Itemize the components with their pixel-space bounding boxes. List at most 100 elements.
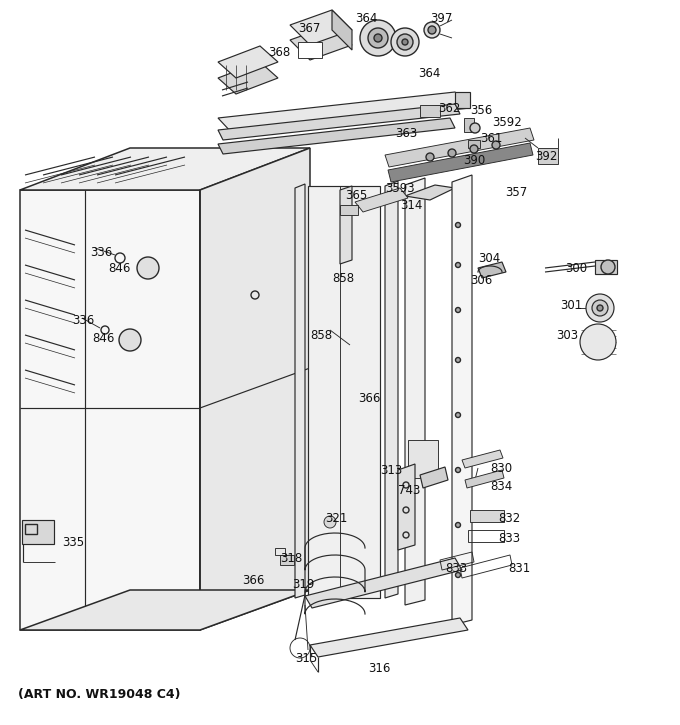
Circle shape (424, 22, 440, 38)
Text: 3592: 3592 (492, 115, 522, 128)
Circle shape (601, 260, 615, 274)
Polygon shape (200, 148, 310, 630)
Circle shape (580, 324, 616, 360)
Text: 364: 364 (355, 12, 377, 25)
Bar (408, 440, 438, 478)
Polygon shape (405, 178, 425, 605)
Polygon shape (20, 590, 310, 630)
Text: 365: 365 (345, 188, 367, 202)
Text: 316: 316 (368, 661, 390, 674)
Bar (420, 105, 440, 117)
Circle shape (456, 262, 460, 268)
Text: 833: 833 (498, 531, 520, 544)
Text: 321: 321 (325, 512, 347, 524)
Bar (275, 548, 285, 555)
Bar (468, 530, 504, 542)
Text: 336: 336 (90, 246, 112, 259)
Bar (25, 524, 37, 534)
Polygon shape (218, 118, 455, 154)
Circle shape (456, 357, 460, 362)
Polygon shape (355, 188, 408, 212)
Polygon shape (332, 10, 352, 50)
Text: 313: 313 (380, 463, 403, 476)
Bar (280, 555, 294, 565)
Circle shape (470, 145, 478, 153)
Text: 743: 743 (398, 484, 420, 497)
Bar (595, 260, 617, 274)
Text: 392: 392 (535, 149, 558, 162)
Text: 831: 831 (508, 561, 530, 574)
Bar (468, 140, 480, 148)
Bar (538, 148, 558, 164)
Text: 319: 319 (292, 579, 314, 592)
Polygon shape (308, 186, 380, 598)
Circle shape (397, 34, 413, 50)
Text: 397: 397 (430, 12, 452, 25)
Text: 306: 306 (470, 273, 492, 286)
Text: 315: 315 (295, 652, 318, 665)
Text: 830: 830 (490, 462, 512, 474)
Text: 336: 336 (72, 313, 95, 326)
Text: 366: 366 (358, 392, 380, 405)
Circle shape (391, 28, 419, 56)
Text: 356: 356 (470, 104, 492, 117)
Polygon shape (478, 262, 506, 278)
Bar (464, 118, 474, 132)
Text: 357: 357 (505, 186, 527, 199)
Circle shape (456, 413, 460, 418)
Polygon shape (218, 92, 470, 134)
Polygon shape (305, 558, 462, 608)
Circle shape (456, 468, 460, 473)
Circle shape (456, 307, 460, 312)
Polygon shape (310, 618, 468, 657)
Text: 363: 363 (395, 126, 418, 139)
Circle shape (324, 516, 336, 528)
Text: 301: 301 (560, 299, 582, 312)
Polygon shape (385, 181, 398, 598)
Circle shape (492, 141, 500, 149)
Polygon shape (218, 62, 278, 94)
Text: 362: 362 (438, 102, 460, 115)
Text: 858: 858 (310, 328, 332, 341)
Text: 303: 303 (556, 328, 578, 341)
Text: 304: 304 (478, 252, 500, 265)
Circle shape (597, 305, 603, 311)
Circle shape (374, 34, 382, 42)
Text: (ART NO. WR19048 C4): (ART NO. WR19048 C4) (18, 688, 180, 701)
Circle shape (426, 153, 434, 161)
Text: 833: 833 (445, 561, 467, 574)
Text: 390: 390 (463, 154, 486, 167)
Polygon shape (340, 186, 352, 264)
Polygon shape (420, 467, 448, 488)
Text: 367: 367 (298, 22, 320, 35)
Text: 314: 314 (400, 199, 422, 212)
Circle shape (360, 20, 396, 56)
Text: 366: 366 (242, 573, 265, 587)
Text: 368: 368 (268, 46, 290, 59)
Circle shape (456, 573, 460, 578)
Circle shape (119, 329, 141, 351)
Polygon shape (452, 175, 472, 625)
Circle shape (137, 257, 159, 279)
Polygon shape (20, 148, 310, 190)
Text: 335: 335 (62, 536, 84, 549)
Circle shape (456, 223, 460, 228)
Text: 361: 361 (480, 131, 503, 144)
Circle shape (368, 28, 388, 48)
Polygon shape (405, 185, 455, 200)
Polygon shape (218, 104, 460, 140)
Circle shape (448, 149, 456, 157)
Bar (340, 205, 358, 215)
Polygon shape (290, 25, 352, 60)
Circle shape (592, 300, 608, 316)
Bar (470, 510, 504, 522)
Polygon shape (398, 464, 415, 550)
Polygon shape (388, 143, 533, 182)
Circle shape (402, 39, 408, 45)
Text: 858: 858 (332, 271, 354, 284)
Text: 300: 300 (565, 262, 587, 275)
Circle shape (586, 294, 614, 322)
Polygon shape (218, 46, 278, 78)
Polygon shape (455, 92, 470, 108)
Circle shape (470, 123, 480, 133)
